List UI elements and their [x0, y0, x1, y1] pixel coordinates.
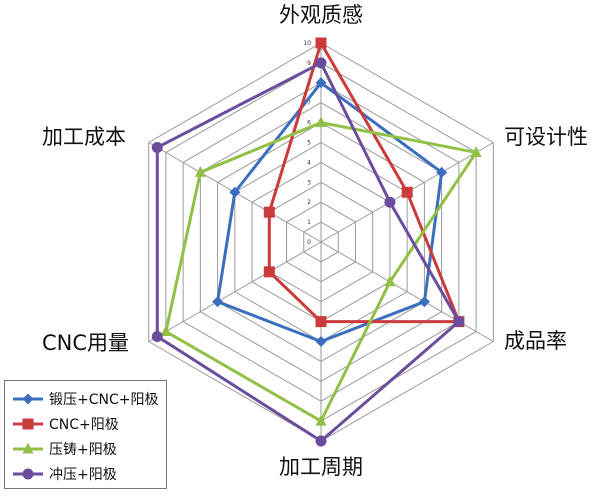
tick-label: 3: [307, 179, 311, 186]
series: [263, 37, 465, 328]
legend-swatch: [13, 393, 43, 404]
tick-label: 1: [307, 219, 311, 226]
data-point: [22, 468, 34, 479]
data-point: [315, 336, 327, 347]
series-line: [267, 41, 461, 324]
grid-spoke: [320, 241, 494, 342]
tick-label: 6: [307, 120, 311, 127]
tick-label: 10: [303, 40, 311, 47]
data-point: [263, 266, 275, 278]
data-point: [194, 165, 206, 177]
axis-label: 加工周期: [279, 455, 363, 479]
axis-label: CNC用量: [42, 331, 129, 355]
series-layer: [151, 37, 482, 447]
data-point: [22, 442, 34, 453]
data-point: [160, 325, 172, 337]
data-point: [384, 275, 396, 287]
data-point: [315, 37, 327, 49]
data-point: [453, 316, 465, 328]
tick-label: 9: [307, 60, 311, 67]
tick-label: 0: [307, 239, 311, 246]
data-point: [22, 418, 34, 429]
data-point: [212, 296, 224, 308]
data-point: [151, 141, 163, 153]
axis-label: 可设计性: [504, 125, 588, 149]
data-point: [315, 116, 327, 128]
series: [151, 57, 465, 447]
data-point: [22, 393, 34, 404]
series: [160, 116, 482, 426]
tick-label: 7: [307, 100, 311, 107]
legend-swatch: [13, 442, 43, 453]
legend-item: 冲压+阳极: [13, 461, 166, 486]
data-point: [470, 145, 482, 157]
data-point: [436, 166, 448, 178]
data-point: [401, 186, 413, 198]
data-point: [315, 77, 327, 89]
data-point: [315, 316, 327, 328]
data-point: [384, 196, 396, 208]
legend-label: CNC+阳极: [49, 416, 119, 433]
data-point: [315, 57, 327, 69]
axis-label: 外观质感: [279, 3, 363, 27]
data-point: [263, 206, 275, 218]
tick-label: 2: [307, 199, 311, 206]
data-point: [151, 331, 163, 343]
data-point: [418, 296, 430, 308]
legend-swatch: [13, 418, 43, 429]
series-line: [216, 81, 444, 343]
legend-item: 锻压+CNC+阳极: [13, 386, 166, 411]
data-point: [315, 414, 327, 426]
series: [212, 77, 448, 347]
axis-label: 成品率: [504, 329, 567, 353]
legend-label: 冲压+阳极: [49, 466, 117, 483]
tick-label: 4: [307, 159, 311, 166]
legend-label: 压铸+阳极: [49, 441, 117, 458]
grid-spoke: [148, 241, 322, 342]
legend-item: 压铸+阳极: [13, 436, 166, 461]
axis-label: 加工成本: [42, 125, 126, 149]
legend: 锻压+CNC+阳极 CNC+阳极 压铸+阳极冲压+阳极: [4, 380, 167, 489]
tick-label: 5: [307, 140, 311, 147]
legend-swatch: [13, 468, 43, 479]
radar-grid: [148, 42, 494, 442]
data-point: [315, 435, 327, 447]
legend-item: CNC+阳极: [13, 411, 166, 436]
legend-label: 锻压+CNC+阳极: [49, 391, 159, 408]
data-point: [229, 186, 241, 198]
